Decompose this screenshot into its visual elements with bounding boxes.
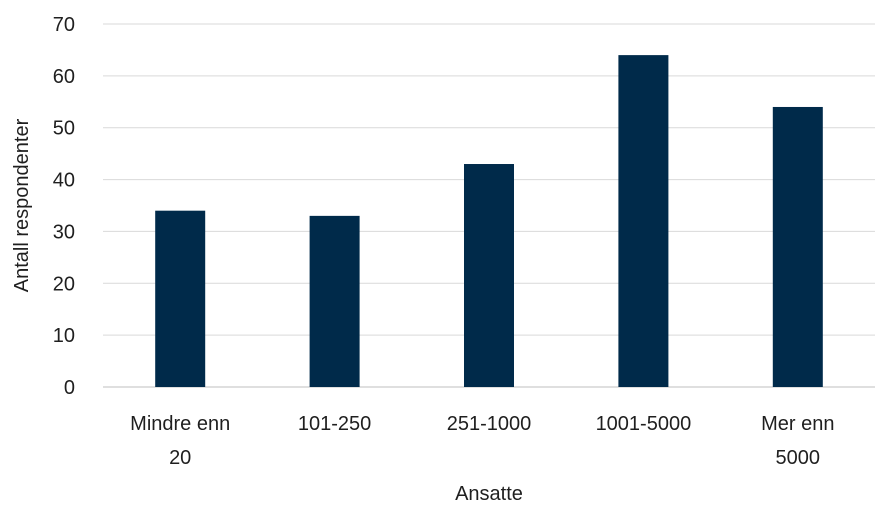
x-category-labels: Mindre enn 20 101-250 251-1000 1001-5000 Mer … (130, 413, 834, 469)
y-tick-label: 0 (64, 377, 75, 399)
bar (772, 106, 823, 387)
y-tick-label: 60 (53, 66, 75, 88)
x-category-label: 251-1000 (447, 413, 532, 435)
bar (155, 210, 206, 387)
y-tick-labels: 0 10 20 30 40 50 60 70 (53, 14, 75, 399)
y-tick-label: 40 (53, 170, 75, 192)
y-tick-label: 50 (53, 118, 75, 140)
x-category-label: Mer enn 5000 (761, 413, 834, 469)
y-tick-label: 70 (53, 14, 75, 36)
y-axis-title: Antall respondenter (11, 118, 33, 292)
x-axis-title: Ansatte (455, 483, 523, 505)
x-category-label: Mindre enn 20 (130, 413, 230, 469)
bars (155, 55, 823, 387)
bar (309, 215, 360, 387)
bar (464, 164, 514, 387)
y-tick-label: 10 (53, 325, 75, 347)
y-tick-label: 30 (53, 221, 75, 243)
x-category-label: 101-250 (298, 413, 371, 435)
x-category-label: 1001-5000 (596, 413, 692, 435)
y-tick-label: 20 (53, 273, 75, 295)
bar (618, 55, 669, 387)
